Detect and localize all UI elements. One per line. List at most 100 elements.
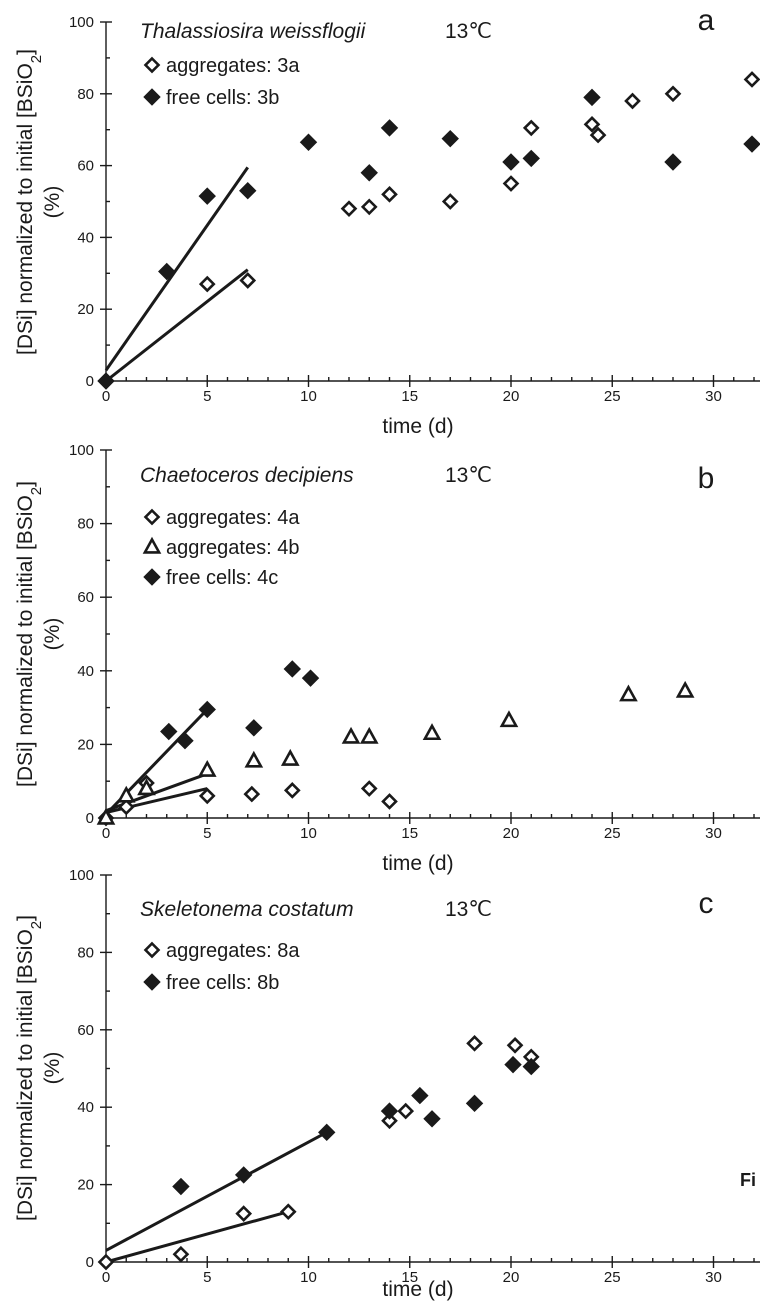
y-tick-label: 60 (77, 1022, 94, 1039)
data-point (380, 1102, 399, 1120)
data-point (502, 153, 520, 171)
data-point (340, 200, 358, 218)
x-tick-label: 0 (102, 388, 110, 405)
data-point (441, 193, 459, 210)
x-tick-label: 30 (705, 388, 722, 405)
data-point (397, 1102, 415, 1120)
data-point (198, 275, 216, 293)
legend-marker (143, 88, 161, 106)
legend-marker (143, 941, 161, 959)
data-point (624, 92, 641, 110)
x-tick-label: 30 (705, 825, 722, 842)
y-axis-title-unit: (%) (41, 618, 64, 651)
data-point (198, 787, 216, 805)
x-tick-label: 20 (503, 388, 520, 405)
data-point (243, 785, 261, 803)
data-point (499, 710, 519, 728)
data-point (381, 185, 398, 203)
y-tick-label: 40 (77, 1099, 94, 1116)
data-point (381, 793, 398, 810)
data-point (244, 750, 264, 768)
x-axis-title: time (d) (382, 1278, 453, 1301)
data-point (301, 669, 320, 687)
data-point (234, 1166, 253, 1184)
data-point (664, 85, 682, 103)
y-tick-label: 100 (69, 14, 94, 31)
data-point (360, 780, 378, 797)
x-tick-label: 0 (102, 825, 110, 842)
y-axis-title: [DSi] normalized to initial [BSiO2] (14, 49, 45, 355)
data-point (411, 1086, 429, 1105)
data-point (245, 719, 263, 737)
panel-letter: a (698, 4, 715, 37)
regression-line (105, 1210, 289, 1264)
data-point (97, 372, 115, 390)
data-point (235, 1205, 253, 1222)
data-point (172, 1177, 190, 1196)
x-tick-label: 20 (503, 825, 520, 842)
data-point (158, 262, 176, 281)
temperature-label: 13℃ (445, 20, 492, 43)
data-point (283, 660, 302, 678)
temperature-label: 13℃ (445, 464, 492, 487)
data-point (198, 700, 216, 719)
legend-entry: aggregates: 4b (166, 537, 299, 559)
data-point (283, 782, 301, 799)
x-tick-label: 5 (203, 388, 211, 405)
data-point (664, 153, 682, 171)
x-tick-label: 5 (203, 1269, 211, 1286)
data-point (675, 680, 695, 698)
data-point (743, 71, 760, 88)
y-tick-label: 20 (77, 1177, 94, 1194)
data-point (341, 726, 361, 744)
legend-entry: free cells: 8b (166, 972, 279, 994)
chart-title-species: Thalassiosira weissflogii (140, 20, 367, 43)
data-point (279, 1203, 297, 1221)
chart-title-species: Chaetoceros decipiens (140, 464, 354, 487)
x-tick-label: 0 (102, 1269, 110, 1286)
chart-title-species: Skeletonema costatum (140, 898, 354, 921)
data-point (96, 807, 116, 825)
temperature-label: 13℃ (445, 898, 492, 921)
x-tick-label: 15 (401, 388, 418, 405)
x-tick-label: 10 (300, 825, 317, 842)
regression-line (104, 166, 249, 372)
data-point (318, 1123, 336, 1142)
figure-label: Fi (740, 1170, 756, 1190)
x-tick-label: 10 (300, 388, 317, 405)
legend-entry: aggregates: 3a (166, 55, 300, 77)
y-tick-label: 40 (77, 229, 94, 246)
legend-entry: free cells: 3b (166, 87, 279, 109)
y-tick-label: 100 (69, 442, 94, 459)
data-point (172, 1245, 190, 1263)
data-point (97, 1253, 115, 1271)
y-tick-label: 20 (77, 736, 94, 753)
data-point (589, 126, 607, 144)
data-point (619, 684, 638, 702)
y-tick-label: 100 (69, 867, 94, 884)
chart-panel-c: 0 20 40 60 80 100 0 5 10 15 20 25 30 time (d) [DSi] no… (14, 867, 760, 1301)
y-tick-label: 60 (77, 589, 94, 606)
data-point (583, 115, 601, 133)
legend-entry: free cells: 4c (166, 567, 278, 589)
data-point (239, 182, 257, 200)
data-point (137, 778, 156, 796)
x-tick-label: 25 (604, 388, 621, 405)
data-point (359, 726, 379, 744)
data-point (441, 129, 459, 148)
data-point (117, 798, 135, 816)
y-tick-label: 80 (77, 944, 94, 961)
chart-panel-a: 0 20 40 60 80 100 0 5 10 15 20 25 30 time (d) [DSi] no… (14, 4, 760, 438)
data-point (465, 1094, 484, 1113)
legend-marker (143, 568, 161, 586)
legend-marker (143, 56, 161, 74)
x-tick-label: 20 (503, 1269, 520, 1286)
x-tick-label: 25 (604, 1269, 621, 1286)
data-point (502, 175, 520, 192)
panel-letter: b (698, 462, 715, 495)
chart-panel-b: 0 20 40 60 80 100 0 5 10 15 20 25 30 time (d) [DSi] no… (14, 442, 760, 875)
y-axis-title: [DSi] normalized to initial [BSiO2] (14, 915, 45, 1221)
y-axis-title-unit: (%) (41, 186, 64, 219)
x-tick-label: 10 (300, 1269, 317, 1286)
